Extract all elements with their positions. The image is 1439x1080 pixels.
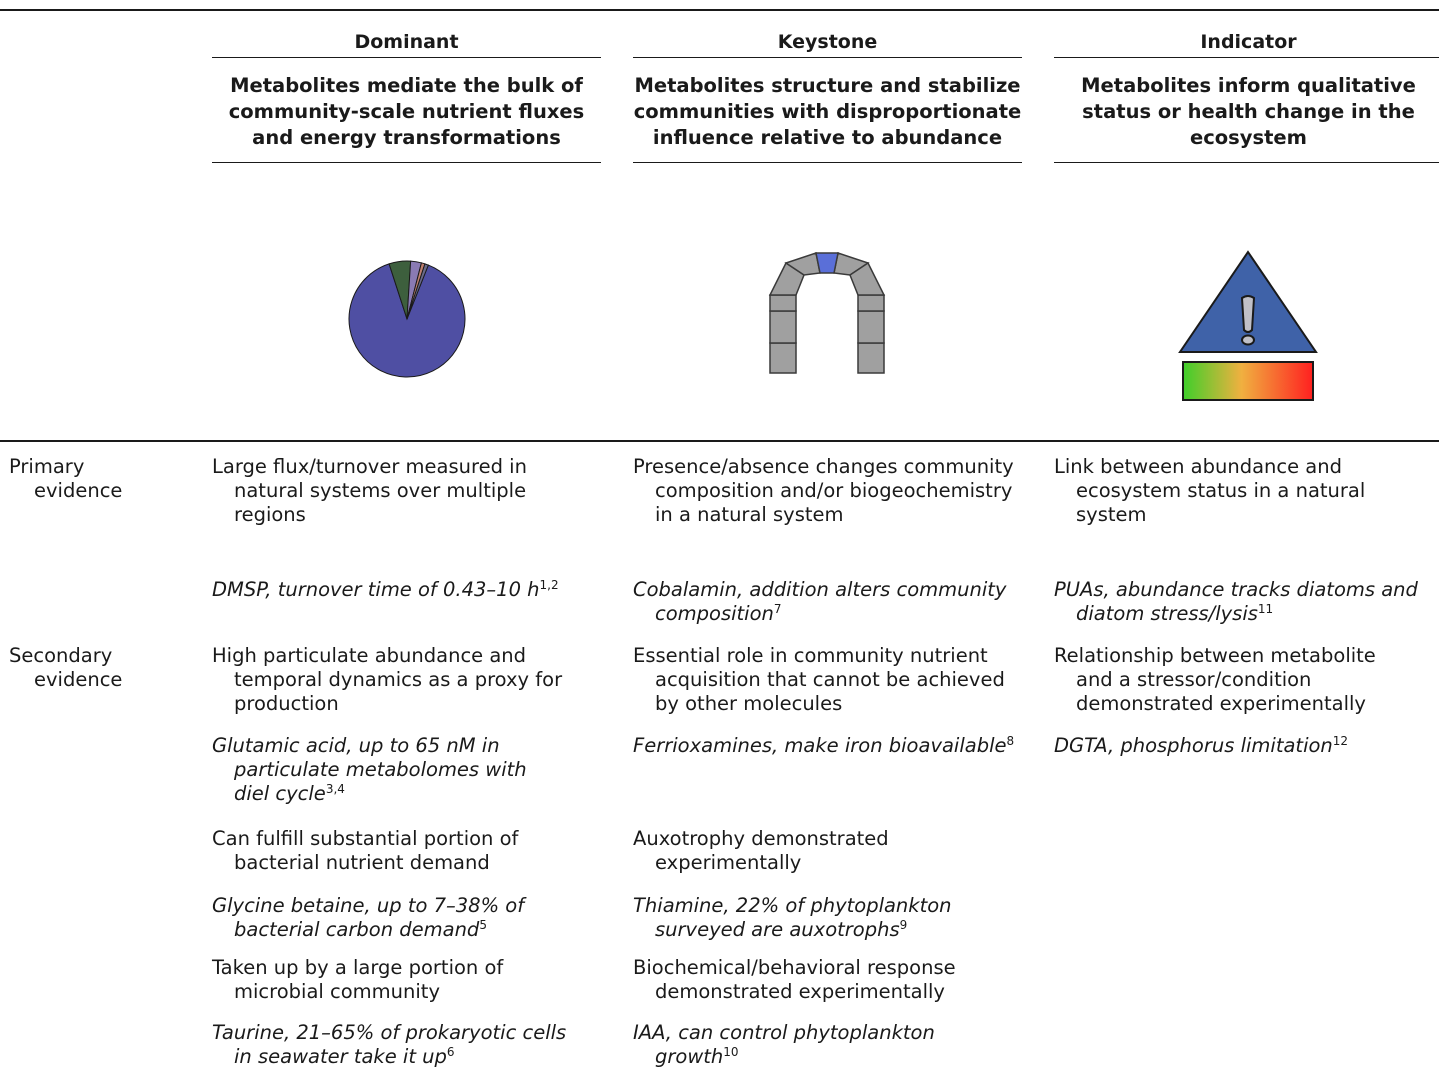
row-label-primary: Primary evidence — [9, 455, 123, 502]
cell-secondary-dominant-2: Can fulfill substantial portion of bacte… — [212, 827, 519, 874]
cell-secondary-dominant-2-example: Glycine betaine, up to 7–38% of bacteria… — [212, 894, 525, 941]
cell-primary-keystone-example: Cobalamin, addition alters community com… — [633, 578, 1007, 625]
cell-secondary-dominant-3-example: Taurine, 21–65% of prokaryotic cells in … — [212, 1021, 567, 1068]
cell-primary-indicator-example: PUAs, abundance tracks diatoms and diato… — [1054, 578, 1418, 625]
cell-primary-dominant-example: DMSP, turnover time of 0.43–10 h1,2 — [212, 578, 559, 601]
cell-primary-dominant: Large flux/turnover measured in natural … — [212, 455, 527, 526]
column-title-dominant: Dominant — [354, 31, 459, 53]
cell-secondary-indicator-1-example: DGTA, phosphorus limitation12 — [1054, 734, 1349, 757]
column-indicator: Indicator Metabolites inform qualitative… — [1054, 30, 1439, 163]
pie-slice-4 — [406, 263, 430, 320]
column-description-keystone: Metabolites structure and stabilize comm… — [633, 74, 1022, 149]
cell-secondary-dominant-1: High particulate abundance and temporal … — [212, 644, 563, 715]
column-description-underline — [633, 162, 1022, 163]
pie-chart-icon — [346, 258, 468, 384]
keystone-arch-icon — [764, 245, 890, 381]
cell-primary-keystone: Presence/absence changes community compo… — [633, 455, 1014, 526]
column-description-dominant: Metabolites mediate the bulk of communit… — [228, 74, 585, 149]
column-title-underline — [1054, 57, 1439, 58]
cell-secondary-keystone-3: Biochemical/behavioral response demonstr… — [633, 956, 956, 1003]
header-body-rule — [0, 440, 1439, 442]
column-title-underline — [633, 57, 1022, 58]
column-description-indicator: Metabolites inform qualitative status or… — [1081, 74, 1416, 149]
cell-primary-indicator: Link between abundance and ecosystem sta… — [1054, 455, 1366, 526]
cell-secondary-dominant-1-example: Glutamic acid, up to 65 nM in particulat… — [212, 734, 527, 805]
column-dominant: Dominant Metabolites mediate the bulk of… — [212, 30, 601, 163]
keystone-block — [815, 252, 839, 274]
cell-secondary-keystone-2-example: Thiamine, 22% of phytoplankton surveyed … — [633, 894, 952, 941]
cell-secondary-indicator-1: Relationship between metabolite and a st… — [1054, 644, 1376, 715]
column-keystone: Keystone Metabolites structure and stabi… — [633, 30, 1022, 163]
pie-slice-0 — [348, 263, 466, 378]
cell-secondary-keystone-1: Essential role in community nutrient acq… — [633, 644, 1005, 715]
column-title-underline — [212, 57, 601, 58]
exclamation-icon — [1240, 295, 1256, 333]
row-label-secondary: Secondary evidence — [9, 644, 123, 691]
column-title-indicator: Indicator — [1200, 31, 1297, 53]
column-title-keystone: Keystone — [777, 31, 878, 53]
cell-secondary-keystone-3-example: IAA, can control phytoplankton growth10 — [633, 1021, 935, 1068]
cell-secondary-dominant-3: Taken up by a large portion of microbial… — [212, 956, 504, 1003]
cell-secondary-keystone-1-example: Ferrioxamines, make iron bioavailable8 — [633, 734, 1015, 757]
column-description-underline — [212, 162, 601, 163]
cell-secondary-keystone-2: Auxotrophy demonstrated experimentally — [633, 827, 889, 874]
warning-indicator-icon — [1176, 250, 1318, 406]
column-description-underline — [1054, 162, 1439, 163]
top-rule — [0, 9, 1439, 11]
